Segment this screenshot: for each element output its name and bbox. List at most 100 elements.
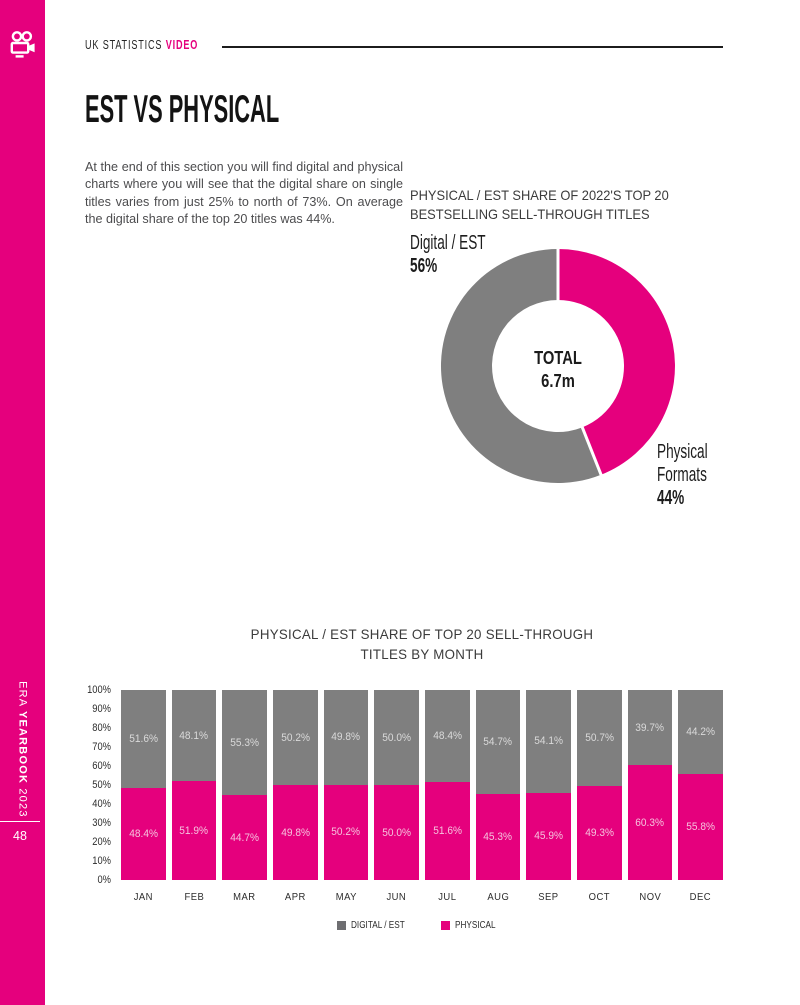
sidebar: ERA YEARBOOK 2023 48 bbox=[0, 0, 45, 1005]
donut-slice-separator bbox=[579, 424, 603, 477]
month-label-jan: JAN bbox=[133, 891, 153, 903]
bar-value-label: 49.8% bbox=[331, 731, 361, 744]
y-axis-tick-label: 90% bbox=[92, 703, 111, 715]
donut-total-label: TOTAL bbox=[534, 348, 582, 368]
y-axis-tick-label: 10% bbox=[92, 855, 111, 867]
legend-label: DIGITAL / EST bbox=[350, 919, 405, 931]
legend-swatch-icon bbox=[336, 920, 346, 930]
month-label-nov: NOV bbox=[639, 891, 661, 903]
month-label-aug: AUG bbox=[487, 891, 509, 903]
bar-column-feb: 48.1% 51.9% bbox=[171, 690, 217, 880]
donut-center-label: TOTAL 6.7m bbox=[509, 347, 607, 393]
bar-segment-physical: 45.9% bbox=[526, 792, 572, 880]
bar-value-label: 45.3% bbox=[483, 830, 513, 843]
digital-callout-name: Digital / EST bbox=[410, 232, 486, 254]
bar-column-mar: 55.3% 44.7% bbox=[222, 690, 268, 880]
bar-value-label: 44.7% bbox=[230, 831, 260, 844]
y-axis-tick-label: 70% bbox=[92, 741, 111, 753]
page-number: 48 bbox=[13, 829, 27, 843]
sidebar-vertical-text: ERA YEARBOOK 2023 bbox=[0, 0, 45, 818]
bar-segment-physical: 51.6% bbox=[425, 781, 470, 880]
bar-value-label: 50.0% bbox=[382, 731, 412, 744]
bar-segment-digital-est: 50.2% bbox=[273, 690, 318, 786]
bar-value-label: 50.7% bbox=[585, 732, 614, 745]
y-axis-tick-label: 0% bbox=[97, 874, 111, 886]
bar-segment-digital-est: 50.0% bbox=[374, 690, 420, 785]
header-rule bbox=[222, 46, 723, 48]
bar-value-label: 51.6% bbox=[128, 733, 158, 746]
y-axis-tick-label: 100% bbox=[87, 684, 111, 696]
donut-chart-title: PHYSICAL / EST SHARE OF 2022'S TOP 20 BE… bbox=[410, 187, 669, 222]
bar-column-nov: 39.7% 60.3% bbox=[627, 690, 673, 880]
bar-value-label: 50.2% bbox=[280, 731, 310, 744]
bar-chart-title: PHYSICAL / EST SHARE OF TOP 20 SELL-THRO… bbox=[250, 626, 594, 662]
bar-segment-digital-est: 54.1% bbox=[526, 690, 572, 793]
month-label-apr: APR bbox=[284, 891, 306, 903]
bar-segment-physical: 50.2% bbox=[323, 784, 369, 880]
intro-paragraph: At the end of this section you will find… bbox=[85, 159, 403, 227]
bar-segment-physical: 48.4% bbox=[121, 788, 166, 880]
bar-segment-digital-est: 51.6% bbox=[121, 690, 166, 789]
bar-segment-physical: 45.3% bbox=[475, 793, 521, 880]
donut-total-value: 6.7m bbox=[541, 371, 575, 391]
bar-segment-digital-est: 48.4% bbox=[425, 690, 470, 782]
bar-segment-digital-est: 50.7% bbox=[577, 690, 622, 787]
bar-value-label: 45.9% bbox=[534, 830, 564, 843]
bar-column-may: 49.8% 50.2% bbox=[323, 690, 369, 880]
bar-column-jun: 50.0% 50.0% bbox=[374, 690, 420, 880]
bar-value-label: 55.8% bbox=[686, 820, 716, 833]
digital-callout: Digital / EST 56% bbox=[410, 232, 521, 278]
physical-callout-name-2: Formats bbox=[657, 464, 707, 486]
bar-column-jan: 51.6% 48.4% bbox=[121, 690, 166, 880]
bar-column-dec: 44.2% 55.8% bbox=[678, 690, 724, 880]
y-axis-tick-label: 60% bbox=[92, 760, 111, 772]
bar-segment-digital-est: 54.7% bbox=[475, 690, 521, 794]
bar-segment-physical: 50.0% bbox=[374, 785, 420, 880]
bar-value-label: 51.6% bbox=[433, 824, 462, 837]
section-header: UK STATISTICS VIDEO bbox=[85, 37, 198, 52]
bar-value-label: 49.3% bbox=[585, 827, 614, 840]
sidebar-divider bbox=[0, 821, 40, 822]
y-axis-tick-label: 20% bbox=[92, 836, 111, 848]
legend-label: PHYSICAL bbox=[455, 919, 496, 931]
bar-value-label: 39.7% bbox=[635, 721, 665, 734]
section-header-category: VIDEO bbox=[165, 37, 199, 52]
bar-segment-physical: 49.8% bbox=[273, 785, 318, 880]
bar-value-label: 48.4% bbox=[128, 828, 158, 840]
bar-chart-plot-area: 51.6% 48.4% 48.1% 51.9% 55.3% 44.7% 50.2% 49.8%… bbox=[121, 690, 724, 880]
bar-segment-physical: 55.8% bbox=[678, 773, 724, 880]
bar-chart-x-axis: JAN FEB MAR APR MAY JUN JUL AUG SEP OCT NOV DEC bbox=[121, 891, 723, 903]
month-label-may: MAY bbox=[335, 891, 357, 903]
bar-value-label: 50.0% bbox=[382, 826, 412, 839]
bar-segment-digital-est: 48.1% bbox=[171, 690, 217, 782]
bar-segment-digital-est: 39.7% bbox=[627, 690, 673, 766]
vertical-text-year: 2023 bbox=[16, 784, 29, 818]
bar-value-label: 48.1% bbox=[179, 729, 209, 742]
bar-segment-physical: 49.3% bbox=[577, 786, 622, 880]
bar-segment-digital-est: 49.8% bbox=[323, 690, 369, 785]
bar-column-sep: 54.1% 45.9% bbox=[526, 690, 572, 880]
month-label-sep: SEP bbox=[538, 891, 559, 903]
legend-swatch-icon bbox=[441, 920, 451, 930]
bar-chart-legend: DIGITAL / EST PHYSICAL bbox=[121, 919, 723, 931]
bar-segment-digital-est: 44.2% bbox=[678, 690, 724, 774]
month-label-dec: DEC bbox=[690, 891, 712, 903]
bar-column-aug: 54.7% 45.3% bbox=[475, 690, 521, 880]
y-axis-tick-label: 80% bbox=[92, 722, 111, 734]
donut-slice-physical-formats bbox=[558, 249, 675, 475]
y-axis-tick-label: 30% bbox=[92, 817, 111, 829]
bar-value-label: 54.1% bbox=[534, 735, 564, 748]
month-label-mar: MAR bbox=[233, 891, 256, 903]
bar-value-label: 44.2% bbox=[686, 725, 716, 738]
bar-value-label: 48.4% bbox=[433, 729, 462, 742]
y-axis-tick-label: 40% bbox=[92, 798, 111, 810]
bar-value-label: 54.7% bbox=[483, 735, 513, 748]
bar-value-label: 60.3% bbox=[635, 816, 665, 829]
video-camera-icon bbox=[10, 31, 35, 58]
bar-value-label: 49.8% bbox=[280, 826, 310, 839]
bar-segment-physical: 44.7% bbox=[222, 795, 268, 880]
bar-segment-physical: 60.3% bbox=[627, 765, 673, 880]
physical-callout-name-1: Physical bbox=[657, 441, 708, 463]
section-header-label: UK STATISTICS bbox=[85, 37, 166, 52]
donut-chart bbox=[440, 248, 675, 483]
